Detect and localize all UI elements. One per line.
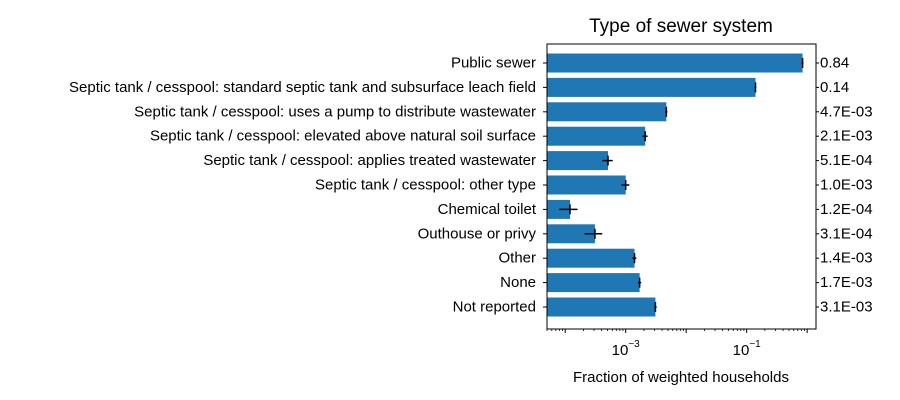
value-label: 0.14 <box>820 79 849 96</box>
bar <box>547 297 656 317</box>
x-tick-label: 10−1 <box>733 339 762 359</box>
bar <box>547 53 803 73</box>
x-axis-title: Fraction of weighted households <box>573 369 789 386</box>
value-label: 3.1E-04 <box>820 225 873 242</box>
axes-layer: 10−3 10−1 <box>543 43 819 359</box>
bar <box>547 248 635 268</box>
category-label: Not reported <box>453 299 536 316</box>
category-label: Septic tank / cesspool: elevated above n… <box>150 128 536 145</box>
category-label: Septic tank / cesspool: applies treated … <box>203 152 536 169</box>
value-label: 1.2E-04 <box>820 201 873 218</box>
category-label: Outhouse or privy <box>418 225 537 242</box>
plot-frame <box>546 43 817 330</box>
bar <box>547 175 626 195</box>
bar <box>547 77 756 97</box>
category-label: Septic tank / cesspool: uses a pump to d… <box>134 103 536 120</box>
x-tick-label: 10−3 <box>612 339 641 359</box>
bar <box>547 126 646 146</box>
category-label: Chemical toilet <box>438 201 537 218</box>
value-label: 1.4E-03 <box>820 250 873 267</box>
category-label: Public sewer <box>451 55 536 72</box>
labels-layer: Public sewer 0.84 Septic tank / cesspool: … <box>69 55 873 316</box>
bar <box>547 199 570 219</box>
bar <box>547 273 640 293</box>
chart-title: Type of sewer system <box>589 16 773 37</box>
category-label: None <box>500 274 536 291</box>
category-label: Septic tank / cesspool: other type <box>315 177 536 194</box>
value-label: 0.84 <box>820 55 849 72</box>
bars-layer <box>547 53 804 317</box>
bar <box>547 151 609 171</box>
value-label: 1.0E-03 <box>820 177 873 194</box>
bar <box>547 224 595 244</box>
value-label: 3.1E-03 <box>820 299 873 316</box>
value-label: 5.1E-04 <box>820 152 873 169</box>
value-label: 2.1E-03 <box>820 128 873 145</box>
value-label: 1.7E-03 <box>820 274 873 291</box>
category-label: Septic tank / cesspool: standard septic … <box>69 79 536 96</box>
value-label: 4.7E-03 <box>820 103 873 120</box>
category-label: Other <box>498 250 536 267</box>
bar <box>547 102 667 122</box>
